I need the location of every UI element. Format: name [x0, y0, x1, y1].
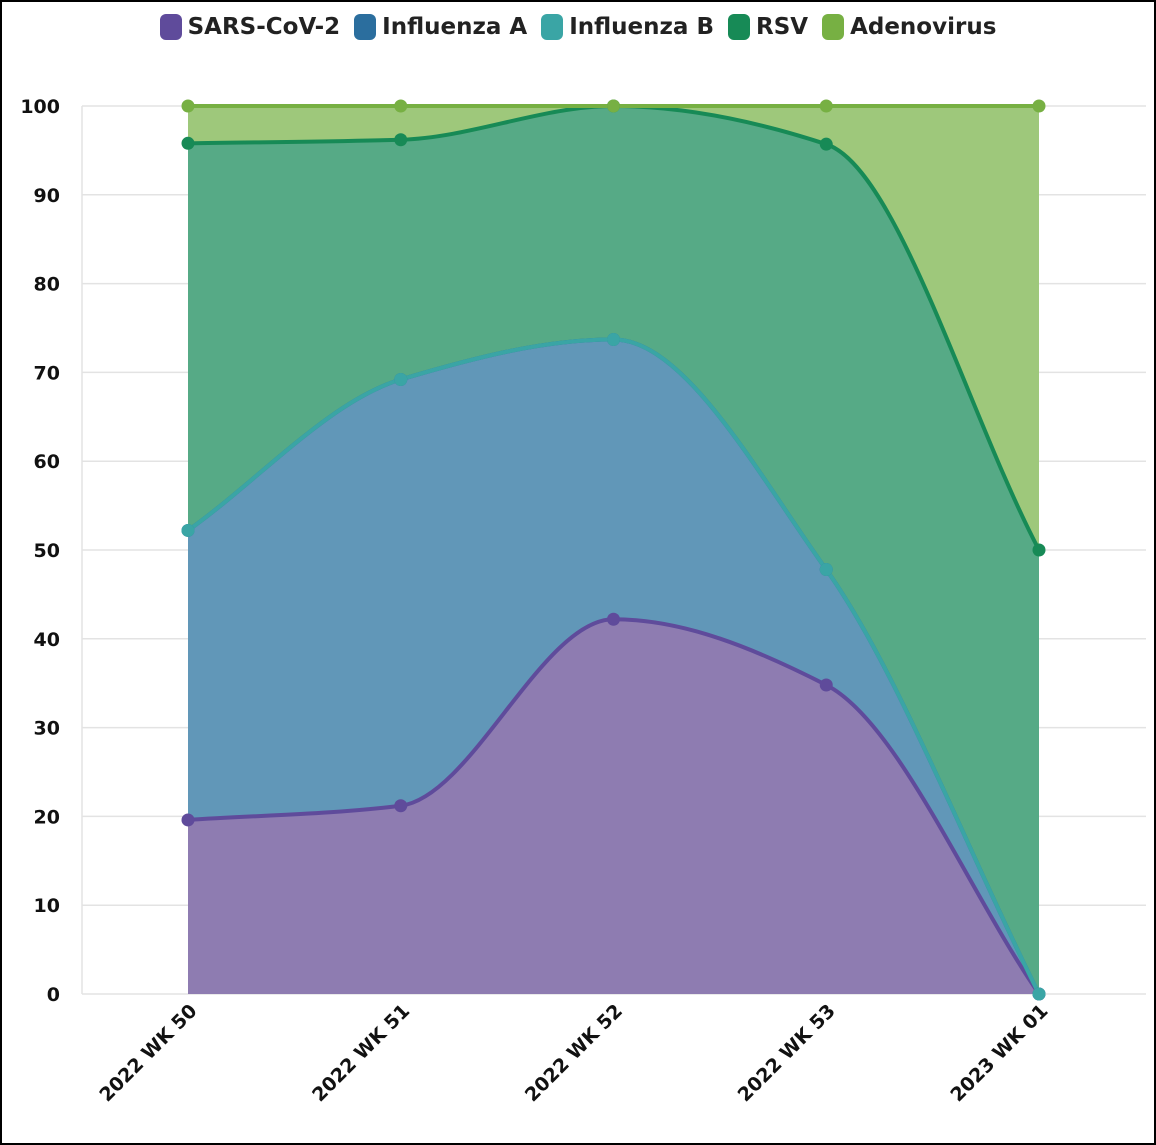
- area-adenovirus: [188, 106, 1039, 550]
- series-points: [181, 99, 1046, 1001]
- series-areas: [188, 106, 1039, 994]
- y-tick-label: 80: [34, 274, 60, 296]
- point-adenovirus[interactable]: [1032, 99, 1046, 113]
- x-tick-label: 2022 WK 53: [734, 1000, 840, 1106]
- point-influenza-b[interactable]: [607, 333, 620, 347]
- point-adenovirus[interactable]: [607, 99, 620, 113]
- y-tick-label: 50: [34, 540, 60, 562]
- point-influenza-b[interactable]: [819, 563, 833, 577]
- legend-label-adenovirus: Adenovirus: [850, 14, 997, 40]
- legend-label-influenza-b: Influenza B: [569, 14, 714, 40]
- legend-swatch-sars-cov-2: [159, 14, 182, 40]
- y-tick-label: 90: [34, 185, 60, 207]
- point-influenza-b[interactable]: [394, 373, 408, 387]
- y-tick-label: 30: [34, 718, 60, 740]
- line-influenza-b: [186, 337, 1041, 995]
- legend-item-adenovirus[interactable]: Adenovirus: [822, 14, 996, 40]
- x-axis-ticks: 2022 WK 50 2022 WK 51 2022 WK 52 2022 WK 53…: [95, 1000, 1052, 1106]
- x-tick-label: 2022 WK 50: [95, 1000, 201, 1106]
- area-sars-cov-2: [188, 619, 1039, 994]
- area-influenza-a: [188, 339, 1039, 994]
- point-rsv[interactable]: [394, 133, 408, 147]
- x-tick-label: 2023 WK 01: [946, 1000, 1052, 1106]
- legend-label-influenza-a: Influenza A: [382, 14, 528, 40]
- legend-item-sars-cov-2[interactable]: SARS-CoV-2: [159, 14, 341, 40]
- legend-item-rsv[interactable]: RSV: [727, 14, 809, 40]
- y-tick-label: 60: [34, 451, 60, 473]
- point-rsv[interactable]: [181, 136, 195, 150]
- legend-swatch-adenovirus: [822, 14, 845, 40]
- legend-swatch-influenza-a: [354, 14, 377, 40]
- point-rsv[interactable]: [819, 137, 833, 151]
- legend-swatch-influenza-b: [541, 14, 564, 40]
- point-influenza-b[interactable]: [181, 523, 195, 537]
- legend-item-influenza-a[interactable]: Influenza A: [354, 14, 527, 40]
- point-adenovirus[interactable]: [394, 99, 408, 113]
- legend-label-sars-cov-2: SARS-CoV-2: [187, 14, 341, 40]
- y-axis-ticks: 0 10 20 30 40 50 60 70 80 90 100: [20, 96, 60, 1006]
- x-tick-label: 2022 WK 52: [521, 1000, 627, 1106]
- point-adenovirus[interactable]: [819, 99, 833, 113]
- point-sars-cov-2[interactable]: [181, 813, 195, 827]
- point-sars-cov-2[interactable]: [819, 678, 833, 692]
- x-tick-label: 2022 WK 51: [308, 1000, 414, 1106]
- y-tick-label: 70: [34, 362, 60, 384]
- y-tick-label: 40: [34, 629, 60, 651]
- y-tick-label: 100: [20, 96, 60, 118]
- point-sars-cov-2[interactable]: [394, 799, 408, 813]
- point-adenovirus[interactable]: [181, 99, 195, 113]
- area-rsv: [188, 106, 1039, 994]
- point-rsv[interactable]: [1032, 543, 1046, 557]
- legend-swatch-rsv: [727, 14, 750, 40]
- y-tick-label: 0: [47, 984, 60, 1006]
- legend-item-influenza-b[interactable]: Influenza B: [541, 14, 714, 40]
- legend-label-rsv: RSV: [755, 14, 809, 40]
- point-influenza-b[interactable]: [1032, 987, 1046, 1001]
- chart-legend: SARS-CoV-2 Influenza A Influenza B RSV A…: [0, 14, 1156, 40]
- y-tick-label: 20: [34, 806, 60, 828]
- point-sars-cov-2[interactable]: [607, 612, 620, 626]
- y-tick-label: 10: [34, 895, 60, 917]
